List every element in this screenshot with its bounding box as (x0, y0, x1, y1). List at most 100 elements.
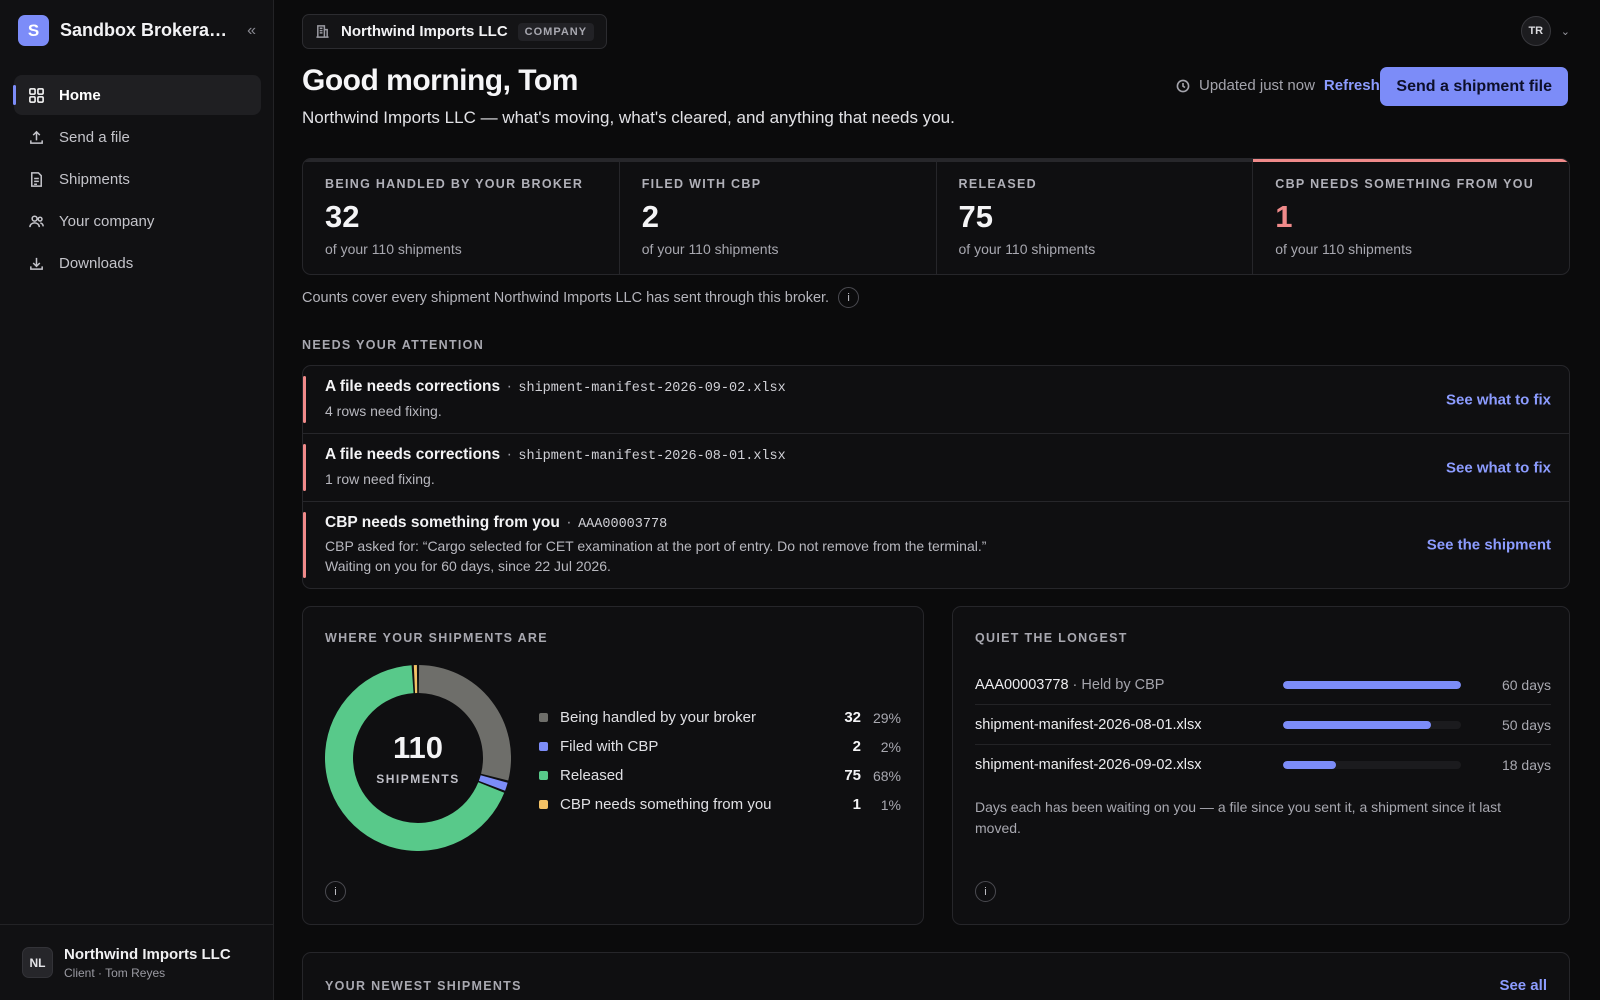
attention-wait: Waiting on you for 60 days, since 22 Jul… (325, 558, 611, 574)
company-name: Northwind Imports LLC (341, 23, 508, 40)
stat-released: RELEASED 75 of your 110 shipments (936, 159, 1254, 274)
legend-swatch (539, 742, 548, 751)
donut-segment-released (325, 665, 505, 851)
avatar: NL (22, 947, 53, 978)
wait-bar (1283, 680, 1461, 689)
sidebar-item-shipments[interactable]: Shipments (14, 159, 261, 199)
page-subtitle: Northwind Imports LLC — what's moving, w… (302, 108, 955, 127)
sidebar-item-home[interactable]: Home (13, 75, 261, 115)
attention-title: A file needs corrections (325, 446, 501, 463)
see-what-to-fix-link[interactable]: See what to fix (1445, 459, 1551, 476)
sidebar-item-label: Home (59, 86, 101, 104)
stat-broker: BEING HANDLED BY YOUR BROKER 32 of your … (303, 159, 620, 274)
status-summary: BEING HANDLED BY YOUR BROKER 32 of your … (302, 158, 1570, 275)
company-selector[interactable]: Northwind Imports LLC COMPANY (302, 14, 608, 49)
card-heading: WHERE YOUR SHIPMENTS ARE (325, 631, 548, 645)
attention-desc: 4 rows need fixing. (325, 403, 442, 419)
stat-value: 1 (1275, 199, 1293, 234)
stat-label: RELEASED (958, 177, 1037, 191)
donut-total-label: SHIPMENTS (376, 772, 460, 786)
attention-ref: shipment-manifest-2026-09-02.xlsx (518, 381, 786, 396)
legend-item: Released 75 68% (539, 761, 901, 790)
building-icon (316, 25, 329, 38)
stat-cbp-needs: CBP NEEDS SOMETHING FROM YOU 1 of your 1… (1253, 159, 1569, 274)
users-icon (27, 212, 45, 230)
list-item[interactable]: shipment-manifest-2026-08-01.xlsx 50 day… (975, 705, 1551, 745)
info-icon[interactable]: i (838, 287, 860, 308)
list-item[interactable]: shipment-manifest-2026-09-02.xlsx 18 day… (975, 745, 1551, 785)
document-icon (27, 170, 45, 188)
legend-pct: 68% (872, 767, 901, 784)
brand-name: Sandbox Brokerage (60, 20, 228, 40)
collapse-sidebar-icon[interactable]: « (247, 21, 256, 39)
legend-item: Filed with CBP 2 2% (539, 732, 901, 761)
info-icon[interactable]: i (975, 881, 996, 902)
see-what-to-fix-link[interactable]: See what to fix (1445, 391, 1551, 408)
legend-swatch (539, 771, 548, 780)
card-heading: QUIET THE LONGEST (975, 631, 1128, 645)
attention-title: CBP needs something from you (325, 514, 560, 531)
donut-segment-broker (418, 665, 511, 781)
wait-days: 50 days (1501, 716, 1551, 733)
stat-label: CBP NEEDS SOMETHING FROM YOU (1275, 177, 1535, 191)
sidebar: S Sandbox Brokerage « Home Send a file S… (0, 0, 274, 1000)
sidebar-item-label: Shipments (59, 170, 130, 188)
info-icon[interactable]: i (325, 881, 346, 902)
wait-bar (1283, 720, 1461, 729)
donut-segment-filed (478, 775, 508, 791)
stat-label: BEING HANDLED BY YOUR BROKER (325, 177, 584, 191)
refresh-button[interactable]: Refresh (1323, 77, 1380, 94)
attention-ref: AAA00003778 (578, 517, 668, 532)
user-menu[interactable]: TR ⌄ (1520, 16, 1570, 46)
update-status: Updated just now Refresh (1176, 77, 1380, 94)
account-name: Northwind Imports LLC (64, 945, 231, 963)
account-switcher[interactable]: NL Northwind Imports LLC Client · Tom Re… (0, 924, 274, 1000)
legend-count: 75 (844, 767, 861, 784)
see-the-shipment-link[interactable]: See the shipment (1426, 536, 1551, 554)
sidebar-item-send-a-file[interactable]: Send a file (14, 117, 261, 157)
sidebar-item-your-company[interactable]: Your company (14, 201, 261, 241)
page-title: Good morning, Tom (302, 64, 578, 97)
quiet-note: Days each has been waiting on you — a fi… (975, 799, 1502, 836)
attention-item: A file needs corrections · shipment-mani… (303, 434, 1569, 502)
legend-count: 1 (852, 796, 861, 813)
clock-icon (1176, 79, 1190, 92)
attention-desc: 1 row need fixing. (325, 471, 435, 487)
stat-sub: of your 110 shipments (958, 241, 1096, 257)
brand[interactable]: S Sandbox Brokerage « (18, 15, 256, 46)
send-shipment-file-button[interactable]: Send a shipment file (1380, 67, 1568, 106)
legend-name: Released (560, 767, 624, 784)
chart-legend: Being handled by your broker 32 29% File… (539, 703, 901, 819)
stat-value: 32 (325, 199, 360, 234)
legend-pct: 29% (872, 709, 901, 726)
legend-swatch (539, 800, 548, 809)
avatar: TR (1520, 16, 1551, 46)
stat-value: 2 (641, 199, 659, 234)
list-item[interactable]: AAA00003778 · Held by CBP 60 days (975, 665, 1551, 705)
grid-icon (27, 86, 45, 104)
sidebar-item-label: Send a file (59, 128, 130, 146)
download-icon (27, 254, 45, 272)
legend-pct: 1% (880, 796, 901, 813)
sidebar-item-label: Your company (59, 212, 155, 230)
quiet-list: AAA00003778 · Held by CBP 60 days shipme… (975, 665, 1551, 785)
donut-total: 110 (392, 730, 443, 765)
main-content: Northwind Imports LLC COMPANY TR ⌄ Good … (274, 0, 1600, 1000)
account-role: Client · Tom Reyes (64, 965, 166, 980)
updated-text: Updated just now (1199, 77, 1315, 94)
quiet-item-name: AAA00003778 · Held by CBP (975, 676, 1165, 693)
legend-pct: 2% (880, 738, 901, 755)
quiet-item-name: shipment-manifest-2026-09-02.xlsx (975, 757, 1202, 773)
legend-count: 2 (852, 738, 861, 755)
sidebar-item-downloads[interactable]: Downloads (14, 243, 261, 283)
see-all-link[interactable]: See all (1499, 977, 1547, 994)
separator: · (502, 446, 517, 463)
card-heading: YOUR NEWEST SHIPMENTS (325, 979, 522, 993)
attention-heading: NEEDS YOUR ATTENTION (302, 338, 485, 352)
separator: · (502, 378, 517, 395)
newest-shipments-card: YOUR NEWEST SHIPMENTS See all (302, 952, 1570, 1000)
sidebar-nav: Home Send a file Shipments Your company … (13, 75, 261, 285)
legend-name: Being handled by your broker (560, 709, 756, 726)
attention-desc: CBP asked for: “Cargo selected for CET e… (325, 538, 987, 554)
company-tag: COMPANY (517, 22, 595, 41)
